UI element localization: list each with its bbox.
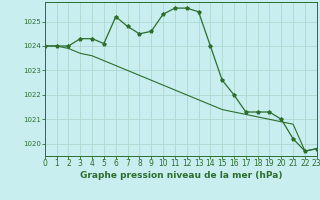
X-axis label: Graphe pression niveau de la mer (hPa): Graphe pression niveau de la mer (hPa) bbox=[80, 171, 282, 180]
